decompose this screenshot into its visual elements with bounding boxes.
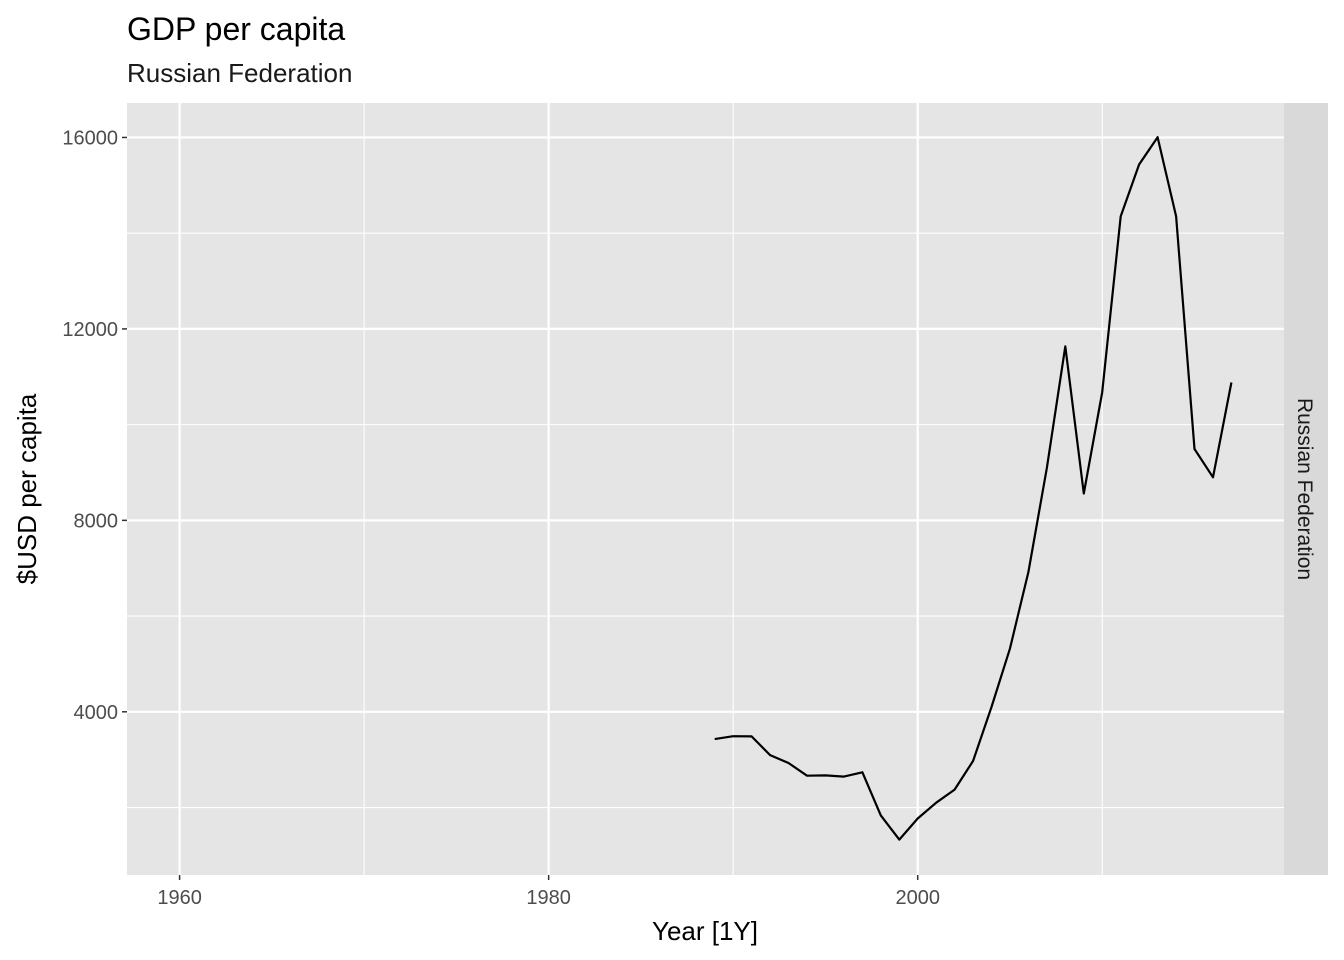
y-axis-title: $USD per capita	[12, 393, 42, 584]
x-tick-label: 1980	[526, 887, 571, 909]
y-axis: 4000 8000 12000 16000	[62, 127, 127, 724]
x-axis: 1960 1980 2000	[157, 875, 940, 909]
facet-strip	[1284, 103, 1328, 875]
plot-panel	[127, 103, 1284, 875]
x-tick-label: 2000	[895, 887, 940, 909]
y-tick-label: 8000	[74, 510, 119, 532]
y-tick-label: 16000	[62, 127, 118, 149]
series-line	[714, 136, 1233, 841]
y-tick-label: 4000	[74, 702, 119, 724]
chart-subtitle: Russian Federation	[127, 58, 352, 88]
grid-lines	[127, 103, 1284, 875]
y-tick-label: 12000	[62, 319, 118, 341]
facet-strip-label: Russian Federation	[1293, 398, 1316, 580]
x-axis-title: Year [1Y]	[652, 916, 758, 946]
x-tick-label: 1960	[157, 887, 202, 909]
chart-title: GDP per capita	[127, 11, 345, 47]
